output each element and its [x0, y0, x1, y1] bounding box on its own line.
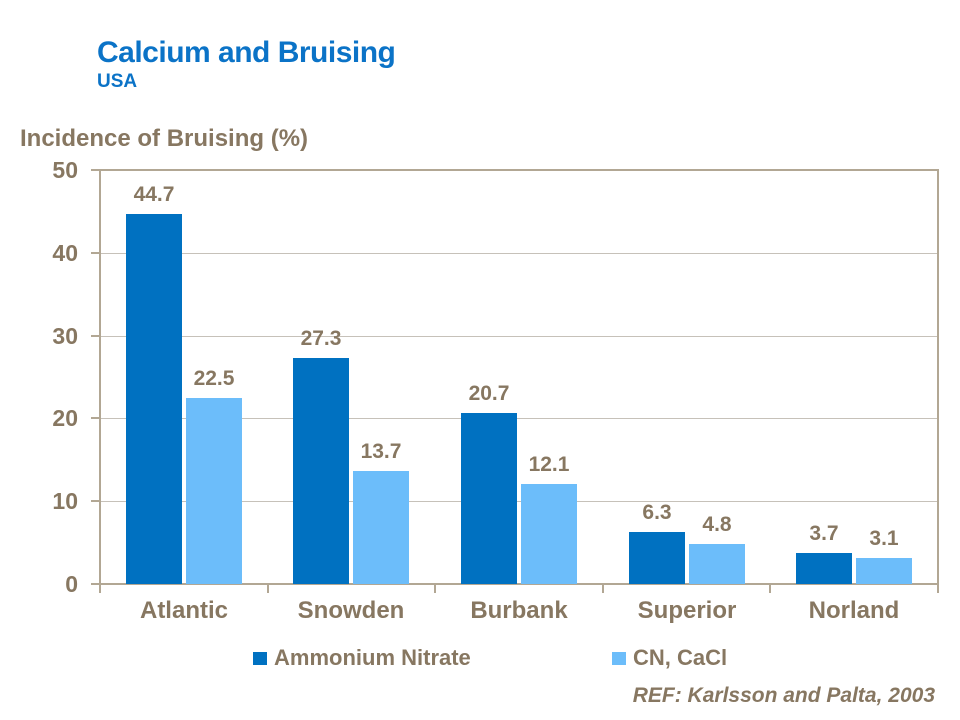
- y-axis-tick-label: 40: [52, 240, 78, 266]
- x-category-label: Burbank: [470, 597, 568, 624]
- legend-item: CN, CaCl: [612, 645, 727, 671]
- value-label: 4.8: [702, 513, 732, 536]
- y-axis-tick: [91, 252, 100, 254]
- x-axis-tick: [769, 585, 771, 593]
- bar-series2: [856, 558, 912, 584]
- y-axis-tick: [91, 169, 100, 171]
- x-axis-tick: [267, 585, 269, 593]
- legend-swatch: [612, 651, 626, 665]
- value-label: 12.1: [528, 453, 570, 476]
- bar-series1: [461, 413, 517, 584]
- legend-item: Ammonium Nitrate: [253, 645, 471, 671]
- value-label: 3.7: [809, 522, 839, 545]
- page-subtitle: USA: [97, 71, 138, 92]
- bar-series1: [629, 532, 685, 584]
- page-title: Calcium and Bruising: [97, 36, 396, 69]
- y-axis-tick-label: 0: [65, 571, 78, 597]
- bar-series1: [126, 214, 182, 584]
- x-category-label: Atlantic: [139, 597, 228, 624]
- x-category-label: Norland: [808, 597, 900, 624]
- y-axis-tick: [91, 500, 100, 502]
- x-axis-tick: [99, 585, 101, 593]
- y-axis-title: Incidence of Bruising (%): [20, 125, 309, 152]
- bar-series2: [521, 484, 577, 584]
- gridline: [100, 336, 938, 337]
- bar-series1: [293, 358, 349, 584]
- bar-series1: [796, 553, 852, 584]
- gridline: [100, 418, 938, 419]
- value-label: 6.3: [642, 501, 672, 524]
- bar-series2: [353, 471, 409, 584]
- bar-series2: [689, 544, 745, 584]
- legend-label: CN, CaCl: [633, 645, 728, 670]
- value-label: 13.7: [360, 440, 402, 463]
- value-label: 44.7: [133, 183, 175, 206]
- value-label: 3.1: [869, 527, 899, 550]
- value-label: 27.3: [300, 327, 342, 350]
- x-axis-tick: [434, 585, 436, 593]
- bar-series2: [186, 398, 242, 584]
- reference-text: REF: Karlsson and Palta, 2003: [632, 684, 935, 707]
- legend-swatch: [253, 651, 267, 665]
- y-axis-tick: [91, 417, 100, 419]
- x-category-label: Superior: [637, 597, 737, 624]
- y-axis-tick: [91, 335, 100, 337]
- plot-area: [99, 169, 939, 585]
- gridline: [100, 253, 938, 254]
- x-category-label: Snowden: [297, 597, 405, 624]
- value-label: 20.7: [468, 382, 510, 405]
- value-label: 22.5: [193, 367, 235, 390]
- legend-label: Ammonium Nitrate: [274, 645, 471, 670]
- gridline: [100, 501, 938, 502]
- y-axis-tick-label: 50: [52, 157, 78, 183]
- x-axis-tick: [937, 585, 939, 593]
- x-axis-tick: [602, 585, 604, 593]
- y-axis-tick-label: 20: [52, 405, 78, 431]
- y-axis-tick-label: 30: [52, 323, 78, 349]
- y-axis-tick: [91, 583, 100, 585]
- y-axis-tick-label: 10: [52, 488, 78, 514]
